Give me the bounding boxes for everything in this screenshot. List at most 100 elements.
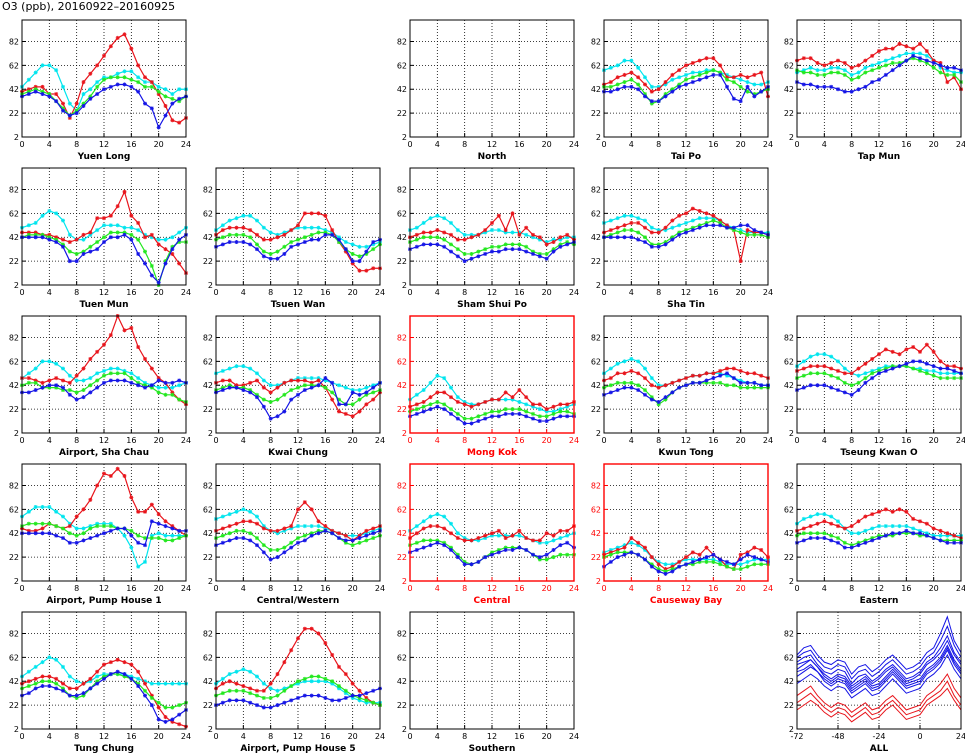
data-point-green — [745, 89, 750, 94]
data-point-cyan — [268, 686, 273, 691]
data-point-green — [558, 552, 563, 557]
x-tick-label: 24 — [956, 436, 965, 445]
data-point-cyan — [248, 509, 253, 514]
data-point-cyan — [316, 524, 321, 529]
data-point-green — [510, 242, 515, 247]
data-point-red — [684, 555, 688, 560]
data-point-cyan — [261, 378, 266, 383]
data-point-green — [649, 395, 654, 400]
x-tick-label: 20 — [736, 436, 746, 445]
data-point-cyan — [357, 698, 362, 703]
data-point-green — [255, 536, 259, 541]
y-tick-label: 2 — [596, 577, 601, 586]
data-point-cyan — [870, 368, 875, 373]
data-point-green — [95, 84, 100, 89]
data-point-cyan — [449, 521, 453, 526]
data-point-red — [558, 528, 563, 533]
data-point-cyan — [61, 514, 65, 519]
y-tick-label: 22 — [9, 257, 19, 266]
data-point-green — [357, 397, 362, 402]
x-tick-label: 0 — [917, 732, 922, 741]
data-point-green — [289, 540, 294, 545]
x-tick-label: 4 — [47, 288, 52, 297]
data-point-green — [877, 65, 881, 70]
panel-frame — [215, 463, 381, 582]
data-point-red — [752, 371, 757, 376]
data-point-green — [296, 679, 300, 684]
data-point-cyan — [890, 524, 895, 529]
data-point-red — [462, 237, 467, 242]
y-tick-label: 42 — [397, 677, 407, 686]
data-point-blue — [241, 536, 246, 541]
data-point-red — [95, 216, 100, 221]
data-point-cyan — [649, 84, 654, 89]
data-point-cyan — [67, 521, 72, 526]
data-point-red — [88, 230, 93, 235]
data-point-green — [241, 385, 246, 390]
data-point-green — [26, 684, 31, 689]
data-point-cyan — [656, 559, 661, 564]
data-point-blue — [801, 538, 806, 543]
data-point-blue — [759, 89, 764, 94]
y-tick-label: 62 — [784, 653, 794, 662]
data-point-green — [177, 536, 182, 541]
data-point-blue — [156, 717, 161, 722]
data-point-cyan — [565, 235, 570, 240]
data-point-blue — [364, 390, 369, 395]
data-point-blue — [296, 392, 300, 397]
data-point-cyan — [883, 58, 888, 63]
x-tick-label: 12 — [874, 436, 884, 445]
data-point-red — [670, 380, 675, 385]
data-point-blue — [752, 94, 757, 99]
data-point-green — [108, 371, 113, 376]
data-point-blue — [67, 392, 72, 397]
data-point-green — [890, 533, 895, 538]
data-point-blue — [815, 84, 820, 89]
data-point-cyan — [435, 512, 440, 517]
data-point-cyan — [924, 53, 929, 58]
data-point-cyan — [177, 87, 182, 92]
data-point-cyan — [836, 359, 840, 364]
data-point-green — [663, 397, 668, 402]
panel-frame — [409, 167, 575, 286]
x-tick-label: 8 — [268, 436, 273, 445]
data-point-blue — [565, 242, 570, 247]
data-point-cyan — [54, 361, 59, 366]
data-point-blue — [490, 552, 494, 557]
data-point-blue — [282, 700, 287, 705]
y-tick-label: 82 — [203, 185, 213, 194]
data-point-blue — [428, 242, 433, 247]
data-point-green — [565, 240, 570, 245]
data-point-blue — [558, 244, 563, 249]
data-point-blue — [129, 84, 134, 89]
data-point-blue — [883, 533, 888, 538]
data-point-green — [309, 383, 314, 388]
data-point-red — [877, 352, 881, 357]
data-point-green — [47, 385, 52, 390]
data-point-cyan — [449, 385, 453, 390]
data-point-cyan — [490, 228, 494, 233]
data-point-green — [289, 684, 294, 689]
data-point-green — [608, 84, 613, 89]
y-tick-label: 22 — [784, 405, 794, 414]
data-point-cyan — [95, 371, 100, 376]
data-point-green — [870, 68, 875, 73]
data-point-blue — [483, 251, 488, 256]
y-tick-label: 2 — [14, 577, 19, 586]
data-point-cyan — [945, 371, 950, 376]
data-point-blue — [911, 531, 916, 536]
data-point-green — [938, 70, 943, 75]
data-point-blue — [822, 383, 827, 388]
x-tick-label: 4 — [241, 584, 246, 593]
data-point-cyan — [33, 664, 38, 669]
data-point-blue — [316, 237, 321, 242]
data-point-green — [143, 688, 147, 693]
data-point-red — [629, 536, 634, 541]
data-point-red — [455, 237, 460, 242]
data-point-blue — [629, 235, 634, 240]
data-point-red — [122, 473, 127, 478]
data-point-red — [343, 533, 348, 538]
data-point-green — [731, 80, 736, 85]
data-point-cyan — [759, 82, 764, 87]
